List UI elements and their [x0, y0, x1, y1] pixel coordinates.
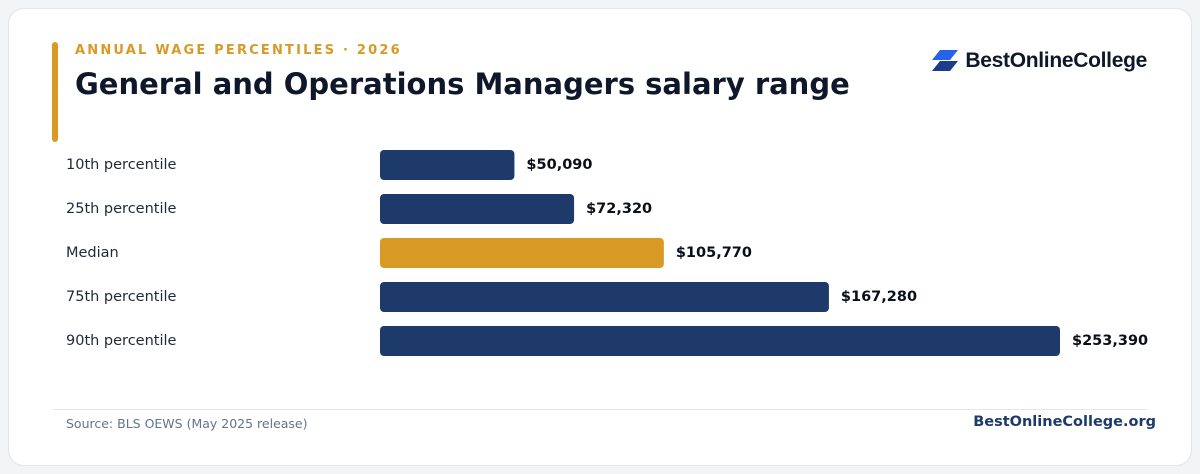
bar-10th-percentile — [380, 150, 515, 180]
parallelogram-stack-icon — [932, 50, 959, 71]
category-label: 25th percentile — [66, 201, 177, 217]
chart-title: General and Operations Managers salary r… — [75, 67, 850, 101]
bar-value-label: $253,390 — [1072, 333, 1148, 349]
bar-value-label: $105,770 — [676, 245, 752, 261]
category-label: 75th percentile — [66, 289, 177, 305]
footer-divider — [53, 409, 1147, 410]
chart-card: ANNUAL WAGE PERCENTILES · 2026 General a… — [8, 8, 1192, 466]
accent-bar — [52, 42, 58, 142]
bar-value-label: $72,320 — [586, 201, 652, 217]
bar-75th-percentile — [380, 282, 829, 312]
footer-site-link[interactable]: BestOnlineCollege.org — [973, 414, 1156, 430]
bar-value-label: $167,280 — [841, 289, 917, 305]
source-note: Source: BLS OEWS (May 2025 release) — [66, 416, 308, 431]
bar-25th-percentile — [380, 194, 575, 224]
brand-name: BestOnlineCollege — [965, 49, 1147, 72]
category-label: 90th percentile — [66, 333, 177, 349]
category-label: 10th percentile — [66, 157, 177, 173]
bar-90th-percentile — [380, 326, 1060, 356]
brand-logo: BestOnlineCollege — [932, 49, 1147, 73]
bar-value-label: $50,090 — [526, 157, 592, 173]
bar-median — [380, 238, 664, 268]
category-label: Median — [66, 245, 119, 261]
chart-eyebrow: ANNUAL WAGE PERCENTILES · 2026 — [75, 43, 402, 58]
